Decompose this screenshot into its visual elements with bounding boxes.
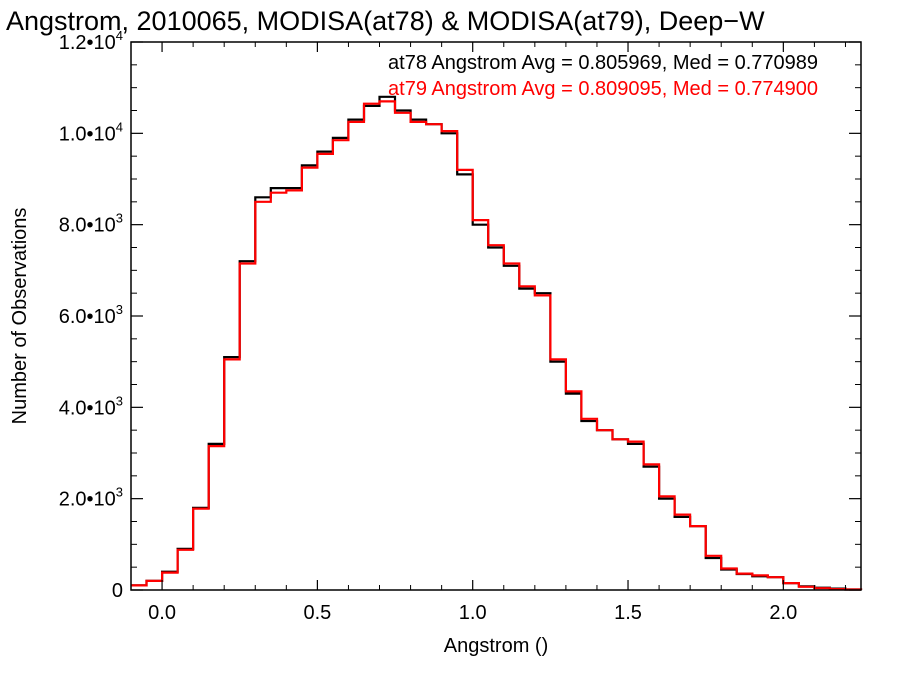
x-axis-ticks: 0.0 0.5 1.0 1.5 2.0 [130, 42, 846, 624]
x-tick-label: 0.5 [303, 602, 331, 624]
legend: at78 Angstrom Avg = 0.805969, Med = 0.77… [388, 52, 818, 100]
plot-layer [131, 95, 863, 591]
x-tick-label: 1.0 [459, 602, 487, 624]
y-tick-label: 4.0•103 [59, 393, 123, 419]
y-tick-label: 1.2•104 [59, 28, 123, 54]
y-tick-label: 2.0•103 [59, 485, 123, 511]
chart-title: Angstrom, 2010065, MODISA(at78) & MODISA… [6, 6, 765, 36]
legend-entry-at78: at78 Angstrom Avg = 0.805969, Med = 0.77… [388, 52, 818, 74]
legend-entry-at79: at79 Angstrom Avg = 0.809095, Med = 0.77… [388, 78, 818, 100]
x-tick-label: 0.0 [148, 602, 176, 624]
y-tick-label: 8.0•103 [59, 211, 123, 237]
y-tick-label: 0 [112, 580, 123, 602]
x-axis-label: Angstrom () [444, 635, 548, 657]
y-axis-label: Number of Observations [9, 208, 31, 425]
x-tick-label: 2.0 [769, 602, 797, 624]
series-line-at79 [131, 100, 863, 591]
y-tick-label: 6.0•103 [59, 302, 123, 328]
y-tick-label: 1.0•104 [59, 119, 123, 145]
x-tick-label: 1.5 [614, 602, 642, 624]
y-axis-ticks: 0 2.0•103 4.0•103 6.0•103 8.0•103 1.0•104 1.2•… [59, 28, 861, 602]
